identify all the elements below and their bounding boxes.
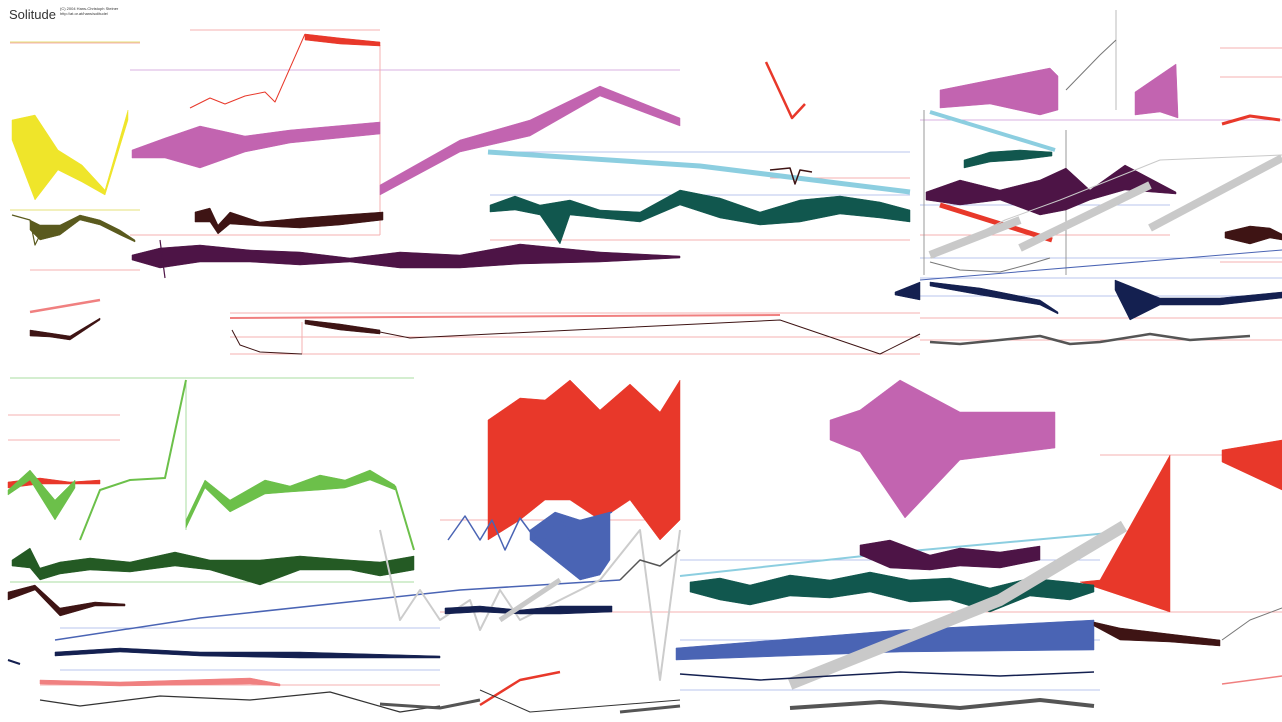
violet-area-5	[829, 379, 1056, 519]
dark-green-area	[11, 547, 415, 586]
violet-area-1	[131, 121, 381, 169]
gray-diag-4	[498, 577, 562, 623]
brown-long-trace	[379, 319, 921, 355]
gray-diag-2	[1018, 181, 1152, 252]
gray-small-trace	[929, 257, 1051, 273]
credit-text: (C) 2004 Hans-Christoph Steiner http://a…	[60, 6, 118, 16]
dark-mid-trace	[479, 689, 681, 713]
app-title: Solitude	[9, 7, 56, 22]
red-right-wedge	[1221, 439, 1282, 491]
plum-area-3	[859, 539, 1041, 571]
gray-diag-5	[787, 520, 1128, 690]
navy-wedge-1	[894, 281, 921, 301]
blue-thin-line-1	[919, 249, 1282, 281]
gray-mid-trace	[619, 549, 681, 581]
green-area-1	[7, 469, 76, 521]
brown-bottom-area-2	[1093, 621, 1221, 647]
navy-area-4	[444, 605, 613, 615]
gray-zigzag	[379, 529, 681, 681]
navy-tick	[7, 659, 21, 665]
brown-low-trace	[231, 329, 303, 355]
dark-gray-trace-2	[789, 698, 1095, 710]
brown-small-trace	[769, 167, 813, 185]
dark-gray-trace-3	[619, 704, 681, 714]
red-triangle	[1079, 454, 1171, 613]
blue-zigzag	[447, 511, 613, 551]
light-blue-line-1	[487, 149, 911, 195]
red-big-area	[487, 379, 681, 541]
navy-area-2	[1114, 279, 1282, 321]
pink-long-line	[229, 314, 781, 319]
green-rise-line	[79, 379, 187, 541]
red-zigzag	[189, 33, 306, 109]
green-area-2	[185, 469, 396, 529]
violet-area-3	[939, 67, 1059, 116]
red-top-area	[304, 33, 381, 47]
credit-line-1: (C) 2004 Hans-Christoph Steiner	[60, 6, 119, 11]
navy-area-1	[929, 281, 1059, 315]
red-bottom-line	[479, 670, 561, 707]
dark-gray-trace-4	[379, 698, 481, 710]
gray-diag-1	[928, 216, 1022, 259]
green-drop-line	[394, 485, 415, 551]
violet-area-2	[379, 85, 681, 196]
light-blue-line-2	[929, 110, 1056, 152]
dark-gray-trace-1	[929, 332, 1251, 346]
teal-area-2	[963, 149, 1053, 169]
navy-area-3	[54, 647, 441, 659]
red-diag-line	[939, 202, 1053, 243]
gray-right-rise	[1221, 607, 1282, 641]
pink-short-line	[29, 298, 101, 314]
pink-area-1	[39, 677, 281, 687]
panel-divider	[0, 358, 1282, 374]
brown-area-4	[1224, 225, 1282, 245]
brown-bottom-area-1	[7, 584, 126, 617]
red-small-check	[764, 61, 806, 120]
yellow-area	[11, 109, 129, 201]
olive-area	[29, 214, 136, 243]
brown-area-3	[304, 319, 381, 335]
navy-bottom-line	[679, 671, 1095, 681]
dark-bottom-trace	[39, 691, 441, 713]
brown-area-2	[29, 317, 101, 341]
gray-diag-3	[1148, 154, 1282, 232]
brown-area-1	[194, 207, 384, 235]
blue-thin-line-2	[54, 579, 621, 641]
credit-line-2: http://at.or.at/hans/solitude/	[60, 11, 109, 16]
red-right-trace	[1221, 114, 1281, 126]
olive-spike	[11, 214, 41, 246]
blue-area-1	[529, 511, 611, 581]
pink-right-line	[1221, 675, 1282, 685]
teal-area-1	[489, 189, 911, 245]
plum-area-2	[925, 164, 1177, 216]
plum-spike	[159, 239, 166, 279]
plum-area-1	[131, 243, 681, 269]
violet-area-4	[1134, 63, 1179, 119]
gray-thin-rise	[1065, 39, 1117, 91]
